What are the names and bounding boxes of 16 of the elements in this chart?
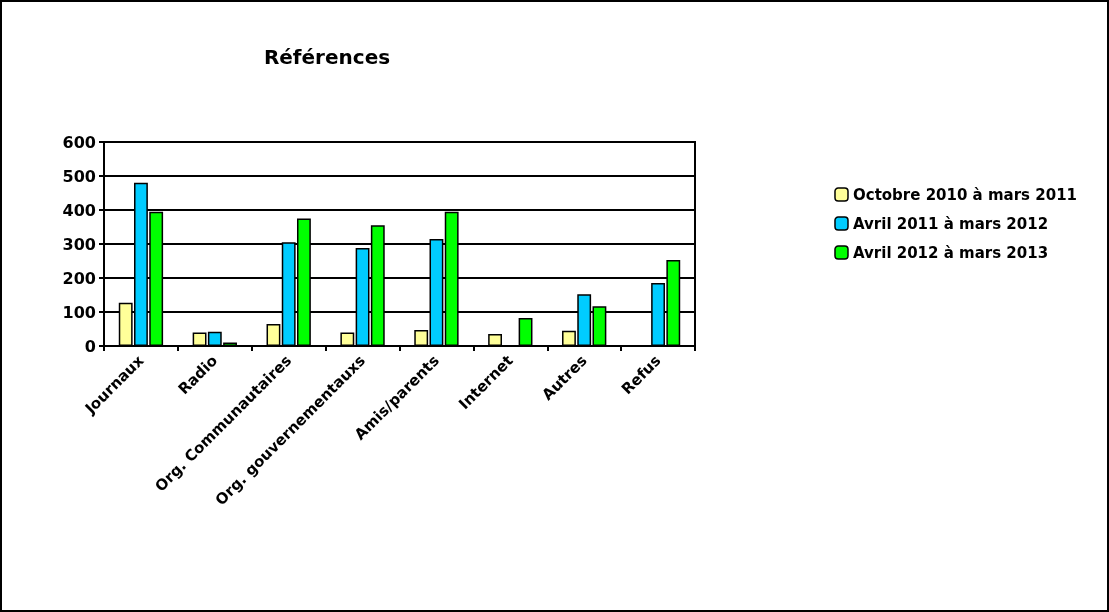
y-tick-label: 0 [84,336,96,356]
bar [340,332,355,346]
bar [414,330,429,346]
legend-label: Octobre 2010 à mars 2011 [852,185,1077,204]
y-tick-label: 400 [62,200,96,220]
y-tick-label: 100 [62,302,96,322]
y-tick-label: 200 [62,268,96,288]
y-tick-label: 600 [62,132,96,152]
legend-label: Avril 2012 à mars 2013 [852,243,1049,262]
bar [518,318,533,346]
y-tick-label: 300 [62,234,96,254]
y-tick-label: 500 [62,166,96,186]
legend-label: Avril 2011 à mars 2012 [852,214,1049,233]
bar [488,334,502,346]
chart-title: Références [263,45,391,69]
bar [266,323,281,346]
